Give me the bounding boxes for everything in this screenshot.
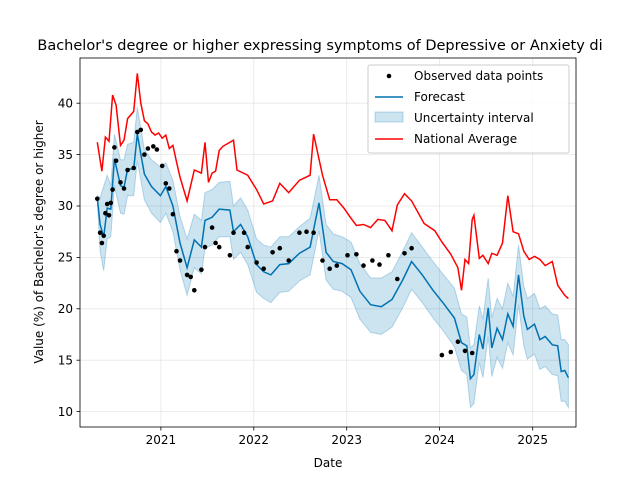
observed-point <box>202 244 208 250</box>
observed-point <box>170 211 176 217</box>
observed-point <box>184 272 190 278</box>
observed-point <box>159 163 165 169</box>
observed-point <box>138 127 144 133</box>
x-tick-label: 2021 <box>146 433 177 447</box>
observed-point <box>354 252 359 257</box>
observed-point <box>469 350 475 356</box>
axes-frame <box>79 57 577 428</box>
observed-point <box>213 240 218 246</box>
legend-observed-marker <box>386 73 392 79</box>
observed-point <box>131 165 136 171</box>
observed-point <box>327 266 333 272</box>
x-tick-label: 2024 <box>424 433 455 447</box>
observed-point <box>112 145 117 150</box>
forecast-line <box>96 133 570 381</box>
legend-interval-label: Uncertainty interval <box>414 111 534 125</box>
observed-point <box>209 225 215 230</box>
observed-point <box>104 201 110 207</box>
observed-point <box>241 230 247 235</box>
observed-point <box>125 167 130 173</box>
observed-point <box>199 267 204 273</box>
observed-point <box>167 186 172 191</box>
observed-point <box>320 258 325 263</box>
national-average-line <box>96 73 569 300</box>
observed-point <box>304 229 309 234</box>
observed-point <box>118 180 123 185</box>
observed-point <box>361 263 366 268</box>
observed-point <box>106 213 112 218</box>
observed-point <box>216 244 222 250</box>
observed-point <box>286 258 292 263</box>
observed-point <box>192 288 197 293</box>
observed-point <box>121 186 127 191</box>
observed-point <box>231 230 236 235</box>
observed-point <box>386 253 391 258</box>
observed-point <box>270 250 275 255</box>
observed-point <box>108 200 114 206</box>
legend-forecast-label: Forecast <box>414 90 465 104</box>
observed-point <box>174 248 179 254</box>
observed-point <box>462 348 468 354</box>
y-tick-label: 30 <box>58 199 73 213</box>
observed-point <box>395 276 400 282</box>
observed-point <box>254 260 259 265</box>
observed-point <box>145 146 151 151</box>
legend-box <box>367 64 570 154</box>
legend-interval-swatch <box>374 111 404 123</box>
legend-national-label: National Average <box>414 132 517 146</box>
observed-point <box>448 349 454 355</box>
y-axis-label: Value (%) of Bachelor's degree or higher <box>32 120 46 363</box>
observed-point <box>311 230 316 235</box>
legend: Observed data points Forecast Uncertaint… <box>367 64 570 154</box>
observed-point <box>142 152 147 157</box>
observed-point <box>95 196 100 202</box>
x-axis-label: Date <box>314 456 343 470</box>
uncertainty-interval-band <box>96 107 569 410</box>
legend-observed-label: Observed data points <box>414 69 543 83</box>
y-tick-label: 35 <box>58 148 73 162</box>
observed-point <box>409 245 414 251</box>
observed-point <box>439 352 445 358</box>
observed-point <box>245 244 250 250</box>
observed-point <box>97 230 103 235</box>
y-tick-label: 15 <box>58 353 73 367</box>
observed-point <box>135 129 140 135</box>
y-tick-label: 25 <box>58 251 73 265</box>
observed-point <box>334 263 340 268</box>
y-tick-label: 20 <box>58 302 73 316</box>
observed-point <box>163 181 169 186</box>
chart-title: Bachelor's degree or higher expressing s… <box>37 38 602 54</box>
observed-point <box>297 230 302 235</box>
x-tick-label: 2025 <box>517 433 548 447</box>
observed-point <box>101 233 106 239</box>
observed-point <box>110 187 115 192</box>
observed-point <box>188 274 193 280</box>
x-tick-label: 2022 <box>239 433 270 447</box>
y-tick-label: 40 <box>58 96 73 110</box>
observed-point <box>151 144 156 149</box>
observed-point <box>455 339 461 345</box>
observed-point <box>113 158 119 164</box>
x-axis-ticks: 2021 2022 2023 2024 2025 <box>146 427 548 447</box>
observed-point <box>227 253 233 258</box>
observed-point <box>345 253 350 258</box>
y-tick-label: 10 <box>58 405 73 419</box>
y-axis-ticks: 10 15 20 25 30 35 40 <box>58 96 80 419</box>
observed-point <box>103 210 108 216</box>
observed-point <box>154 147 160 152</box>
observed-points <box>95 127 475 358</box>
observed-point <box>370 258 375 263</box>
x-tick-label: 2023 <box>331 433 362 447</box>
observed-point <box>377 262 382 267</box>
observed-point <box>277 245 283 251</box>
observed-point <box>177 258 183 263</box>
observed-point <box>402 251 407 256</box>
observed-point <box>99 240 105 246</box>
observed-point <box>261 266 267 272</box>
